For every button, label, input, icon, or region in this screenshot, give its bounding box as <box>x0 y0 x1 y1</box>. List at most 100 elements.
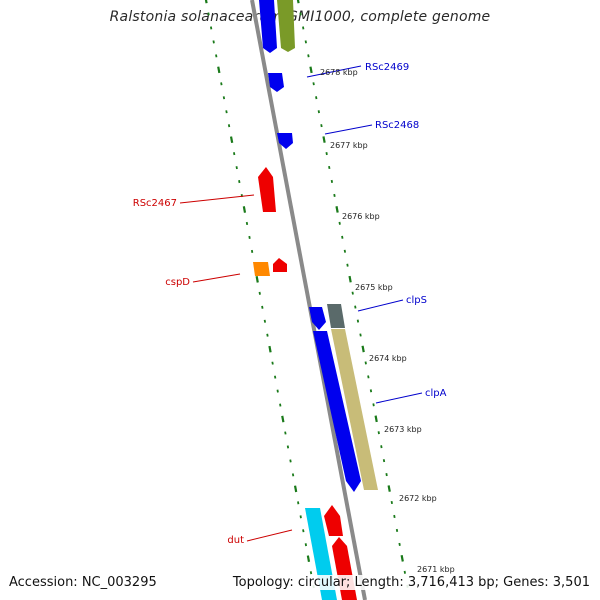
ring-tick <box>317 110 320 114</box>
genome-backbone <box>250 0 367 600</box>
leader-line <box>375 392 423 404</box>
gene-label-rsc2467[interactable]: RSc2467 <box>133 198 177 209</box>
gene-label-rsc2469[interactable]: RSc2469 <box>365 62 409 73</box>
ring-tick <box>207 12 210 16</box>
ring-tick <box>204 0 208 4</box>
ring-tick <box>225 110 228 114</box>
leader-line <box>246 529 293 542</box>
ring-tick <box>296 0 300 4</box>
ring-tick <box>325 152 328 156</box>
gene-label-rsc2468[interactable]: RSc2468 <box>375 120 419 131</box>
ring-tick <box>348 275 352 283</box>
scale-label: 2673 kbp <box>384 425 422 434</box>
ring-tick <box>276 389 279 393</box>
ring-tick <box>390 500 393 505</box>
ring-tick <box>354 305 357 309</box>
ring-tick <box>377 431 380 435</box>
ring-tick <box>261 305 264 309</box>
ring-tick <box>217 66 221 74</box>
ring-tick <box>387 485 391 492</box>
gene-label-cspd[interactable]: cspD <box>165 277 190 288</box>
ring-tick <box>245 221 249 226</box>
ring-tick <box>395 528 399 532</box>
ring-tick <box>356 319 360 323</box>
feature-green-top[interactable] <box>277 0 295 52</box>
genome-summary-text: Topology: circular; Length: 3,716,413 bp… <box>232 575 590 590</box>
ring-tick <box>335 206 339 213</box>
ring-tick <box>229 136 234 144</box>
ring-tick <box>312 82 315 86</box>
gene-label-clps[interactable]: clpS <box>406 295 427 306</box>
ring-tick <box>374 415 378 423</box>
scale-label: 2672 kbp <box>399 494 437 503</box>
scale-label: 2674 kbp <box>369 354 407 363</box>
ring-tick <box>293 485 298 493</box>
feature-gray-clps[interactable] <box>327 304 345 328</box>
ring-tick <box>248 235 251 239</box>
feature-rsc2467[interactable] <box>258 167 276 212</box>
scale-label: 2678 kbp <box>320 68 358 77</box>
ring-tick <box>302 529 305 533</box>
ring-tick <box>299 515 302 519</box>
ring-tick <box>222 96 226 100</box>
ring-tick <box>315 96 318 100</box>
gene-label-clpa[interactable]: clpA <box>425 388 447 399</box>
feature-dut[interactable] <box>324 505 343 536</box>
scale-label: 2676 kbp <box>342 212 380 221</box>
leader-line <box>192 273 241 283</box>
accession-text: Accession: NC_003295 <box>9 575 157 590</box>
ring-tick <box>309 66 313 74</box>
feature-blue-top[interactable] <box>259 0 277 53</box>
ring-tick <box>258 291 261 295</box>
map-title: Ralstonia solanacearum GMI1000, complete… <box>109 9 491 25</box>
gene-label-dut[interactable]: dut <box>227 535 244 546</box>
ring-tick <box>274 375 277 379</box>
ring-tick <box>299 12 302 16</box>
ring-tick <box>398 542 401 546</box>
ring-tick <box>361 345 365 353</box>
ring-tick <box>297 501 300 505</box>
ring-tick <box>302 26 305 30</box>
inner-dotted-ring <box>296 0 409 588</box>
ring-tick <box>346 263 349 267</box>
ring-tick <box>266 333 269 337</box>
ring-tick <box>250 249 254 253</box>
ring-tick <box>393 514 396 519</box>
scale-label: 2671 kbp <box>417 565 455 574</box>
leader-line <box>324 124 373 135</box>
ring-tick <box>291 473 295 477</box>
leader-line <box>179 194 255 204</box>
position-scale-labels: 2678 kbp 2677 kbp 2676 kbp 2675 kbp 2674… <box>320 68 455 574</box>
ring-tick <box>271 361 274 365</box>
ring-tick <box>341 235 344 239</box>
outer-dotted-ring <box>204 0 315 589</box>
ring-tick <box>338 221 341 225</box>
feature-cspd[interactable] <box>273 258 287 272</box>
ring-tick <box>268 345 272 353</box>
ring-tick <box>403 570 406 574</box>
ring-tick <box>380 445 383 449</box>
gene-labels: RSc2469 RSc2468 RSc2467 cspD clpS clpA d… <box>133 62 447 546</box>
feature-rsc2468[interactable] <box>277 133 293 149</box>
feature-clpa[interactable] <box>313 331 361 492</box>
ring-tick <box>333 193 336 197</box>
ring-tick <box>343 249 347 253</box>
ring-tick <box>281 415 285 423</box>
ring-tick <box>220 82 223 86</box>
ring-tick <box>242 206 247 213</box>
ring-tick <box>227 124 231 128</box>
ring-tick <box>359 333 362 337</box>
label-leader-lines <box>179 65 423 542</box>
ring-tick <box>385 473 388 477</box>
feature-cspd-orange[interactable] <box>253 262 270 276</box>
ring-tick <box>369 389 373 393</box>
ring-tick <box>235 166 238 170</box>
ring-tick <box>263 319 267 323</box>
leader-line <box>306 65 362 78</box>
feature-clps[interactable] <box>309 307 326 330</box>
feature-rsc2469[interactable] <box>268 73 284 92</box>
ring-tick <box>309 571 313 575</box>
scale-label: 2675 kbp <box>355 283 393 292</box>
feature-khaki-clpa[interactable] <box>331 329 378 490</box>
